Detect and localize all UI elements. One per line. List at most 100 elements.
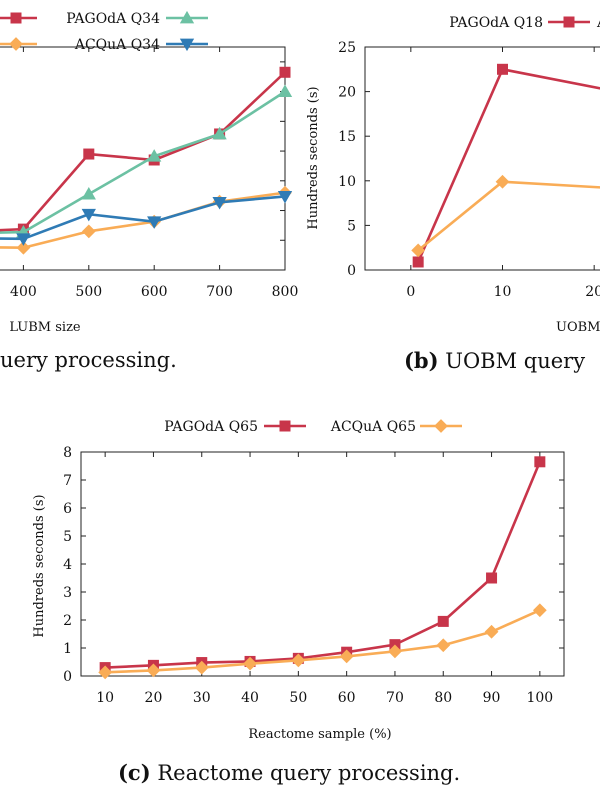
- y-tick-label-c: 7: [63, 473, 72, 489]
- data-point-c-1: [243, 656, 257, 671]
- caption-a: uery processing.: [0, 348, 177, 372]
- legend-fragment-b: A: [596, 15, 600, 31]
- x-tick-label-c: 80: [434, 690, 452, 706]
- series-line-c-0: [105, 461, 542, 669]
- x-tick-label-a: 500: [75, 284, 102, 300]
- data-point-a-1: [147, 149, 162, 162]
- legend-marker: [279, 420, 291, 432]
- series-line-c-1: [105, 609, 541, 674]
- x-tick-label-c: 10: [96, 690, 114, 706]
- x-tick-label-b: 10: [494, 284, 512, 300]
- data-point-a-0: [83, 148, 95, 160]
- y-tick-label-c: 8: [63, 445, 72, 461]
- x-tick-label-c: 30: [193, 690, 211, 706]
- legend-marker: [9, 37, 23, 51]
- data-point-a-1: [277, 84, 293, 97]
- x-tick-label-b: 0: [406, 284, 415, 300]
- y-tick-label-b: 15: [338, 129, 356, 145]
- data-point-c-1: [146, 663, 161, 678]
- y-tick-label-c: 0: [63, 669, 72, 685]
- legend-label: ACQuA Q34: [74, 37, 160, 53]
- x-tick-label-c: 90: [483, 690, 501, 706]
- legend-label: PAGOdA Q18: [449, 15, 543, 31]
- x-tick-label-a: 600: [141, 284, 168, 300]
- y-tick-label-b: 10: [338, 174, 356, 190]
- caption-c-text: Reactome query processing.: [157, 761, 461, 785]
- legend-marker: [10, 12, 22, 24]
- legend-marker: [563, 16, 575, 28]
- data-point-c-1: [388, 644, 402, 659]
- x-tick-label-a: 700: [206, 284, 233, 300]
- data-point-a-3: [212, 196, 227, 210]
- data-point-a-3: [277, 191, 293, 204]
- legend-label: PAGOdA Q65: [164, 419, 258, 435]
- data-point-a-2: [81, 224, 96, 239]
- data-point-a-3: [147, 216, 162, 229]
- x-axis-label-b: UOBM: [556, 320, 600, 335]
- series-line-a-1: [0, 90, 286, 234]
- x-tick-label-c: 50: [289, 690, 307, 706]
- x-axis-label-c: Reactome sample (%): [248, 727, 391, 742]
- data-point-c-1: [98, 665, 113, 680]
- series-line-b-1: [417, 180, 600, 252]
- data-point-b-1: [495, 174, 510, 189]
- plot-frame-a: [0, 46, 286, 271]
- legend-label: PAGOdA Q34: [66, 11, 160, 27]
- y-axis-label-c: Hundreds seconds (s): [32, 494, 47, 637]
- caption-c-label: (c): [118, 760, 151, 785]
- x-tick-label-a: 400: [10, 284, 37, 300]
- data-point-c-1: [194, 660, 209, 675]
- data-point-a-1: [212, 126, 227, 140]
- x-tick-label-a: 800: [272, 284, 299, 300]
- data-point-c-0: [486, 572, 498, 584]
- legend-entry-b-0: PAGOdA Q18: [449, 15, 590, 31]
- series-group-c: [98, 456, 547, 680]
- data-point-b-0: [412, 256, 424, 268]
- data-point-c-0: [437, 615, 449, 627]
- x-tick-label-c: 100: [526, 690, 553, 706]
- legend-entry-a-1: [166, 10, 208, 24]
- data-point-c-0: [534, 456, 546, 468]
- y-tick-label-c: 4: [63, 557, 72, 573]
- caption-b-label: (b): [404, 348, 439, 373]
- data-point-b-1: [411, 243, 426, 258]
- legend-entry-a-2: ACQuA Q34: [0, 37, 160, 53]
- data-point-c-1: [484, 624, 499, 639]
- data-point-a-2: [16, 240, 31, 255]
- legend-entry-a-0: PAGOdA Q34: [0, 11, 160, 27]
- series-line-a-0: [0, 71, 286, 232]
- y-tick-label-c: 5: [63, 529, 72, 545]
- x-tick-label-c: 60: [338, 690, 356, 706]
- caption-b-text: UOBM query: [445, 349, 586, 373]
- chart-a: 400 500 600 700 800 LUBM size PAGOdA Q34 ACQuA …: [0, 10, 299, 335]
- data-point-c-1: [291, 653, 306, 668]
- legend-entry-c-0: PAGOdA Q65: [164, 419, 306, 435]
- caption-c: (c) Reactome query processing.: [118, 760, 460, 785]
- legend-entry-a-3: [166, 38, 208, 52]
- y-tick-label-b: 5: [347, 218, 356, 234]
- series-group-b: [411, 63, 600, 268]
- x-tick-label-c: 70: [386, 690, 404, 706]
- chart-c: 10 20 30 40 50 60 70 80 90 100 0 1 2 3 4 5 6 7 8 Reactome s…: [32, 419, 565, 742]
- y-tick-label-b: 0: [347, 263, 356, 279]
- legend-marker: [179, 10, 195, 24]
- y-tick-label-b: 25: [338, 40, 356, 56]
- series-group-a: [0, 66, 293, 255]
- x-tick-label-c: 20: [145, 690, 163, 706]
- data-point-c-1: [339, 649, 354, 664]
- legend-marker: [434, 419, 448, 433]
- legend-entry-c-1: ACQuA Q65: [330, 419, 462, 435]
- x-tick-label-b: 20: [585, 284, 600, 300]
- y-tick-label-c: 1: [63, 641, 72, 657]
- series-line-b-0: [416, 68, 600, 263]
- data-point-b-0: [497, 63, 508, 75]
- data-point-a-3: [16, 233, 31, 246]
- caption-b: (b) UOBM query: [404, 348, 585, 373]
- legend-label: ACQuA Q65: [330, 419, 416, 435]
- y-tick-label-c: 6: [63, 501, 72, 517]
- series-line-a-3: [0, 195, 286, 241]
- caption-a-text: uery processing.: [0, 348, 177, 372]
- x-axis-label-a: LUBM size: [9, 320, 81, 335]
- y-tick-label-c: 2: [63, 613, 72, 629]
